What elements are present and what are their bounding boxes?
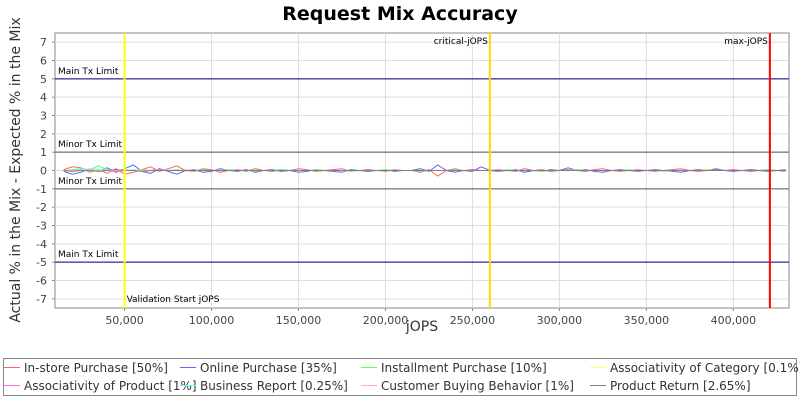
x-tick-label-4: 250,000 xyxy=(450,314,496,327)
x-tick-label-5: 300,000 xyxy=(537,314,583,327)
marker-label-2: max-jOPS xyxy=(724,37,768,47)
y-tick-label-13: 6 xyxy=(40,55,47,68)
y-tick-label-2: -5 xyxy=(36,256,47,269)
y-axis-ticks: -7 -6 -5 -4 -3 -2 -1 0 1 2 3 4 5 6 7 xyxy=(36,36,55,306)
y-tick-label-1: -6 xyxy=(36,275,47,288)
limit-label-3: Main Tx Limit xyxy=(58,250,119,260)
legend-label: Customer Buying Behavior [1%] xyxy=(381,379,574,393)
legend-item: Installment Purchase [10%] xyxy=(361,361,547,375)
x-tick-label-3: 200,000 xyxy=(363,314,409,327)
x-tick-label-2: 150,000 xyxy=(276,314,322,327)
marker-label-0: Validation Start jOPS xyxy=(127,295,220,305)
limit-label-0: Main Tx Limit xyxy=(58,67,119,77)
legend-label: Online Purchase [35%] xyxy=(200,361,337,375)
x-tick-label-1: 100,000 xyxy=(189,314,235,327)
chart-figure: Request Mix Accuracy Main Tx Limit Minor … xyxy=(8,3,790,335)
legend-label: Installment Purchase [10%] xyxy=(381,361,547,375)
marker-label-1: critical-jOPS xyxy=(434,37,488,47)
legend-label: In-store Purchase [50%] xyxy=(24,361,168,375)
limit-label-2: Minor Tx Limit xyxy=(58,177,123,187)
y-tick-label-3: -4 xyxy=(36,238,47,251)
legend-item: Online Purchase [35%] xyxy=(180,361,337,375)
x-tick-label-0: 50,000 xyxy=(105,314,144,327)
y-tick-label-6: -1 xyxy=(36,183,47,196)
y-tick-label-7: 0 xyxy=(40,165,47,178)
legend-item: In-store Purchase [50%] xyxy=(4,361,168,375)
y-tick-label-9: 2 xyxy=(40,128,47,141)
series-lines xyxy=(63,164,786,177)
y-tick-label-12: 5 xyxy=(40,73,47,86)
y-axis-label: Actual % in the Mix - Expected % in the … xyxy=(8,17,24,322)
limit-label-1: Minor Tx Limit xyxy=(58,140,123,150)
legend-swatch xyxy=(590,367,606,368)
legend-swatch xyxy=(590,385,606,386)
legend-swatch xyxy=(180,385,196,386)
y-tick-label-8: 1 xyxy=(40,146,47,159)
legend-label: Product Return [2.65%] xyxy=(610,379,751,393)
legend-label: Associativity of Category [0.1%] xyxy=(610,361,800,375)
legend-swatch xyxy=(4,385,20,386)
legend-label: Associativity of Product [1%] xyxy=(24,379,197,393)
chart-title: Request Mix Accuracy xyxy=(282,3,518,25)
legend-swatch xyxy=(180,367,196,368)
y-tick-label-5: -2 xyxy=(36,201,47,214)
legend-item: Customer Buying Behavior [1%] xyxy=(361,379,574,393)
x-axis-ticks: 50,000 100,000 150,000 200,000 250,000 300,00… xyxy=(105,308,756,327)
legend-swatch xyxy=(4,367,20,368)
x-tick-label-7: 400,000 xyxy=(711,314,757,327)
marker-lines: Validation Start jOPS critical-jOPS max-jO… xyxy=(123,33,771,308)
limit-lines: Main Tx Limit Minor Tx Limit Minor Tx Limi… xyxy=(55,67,789,263)
chart-legend: In-store Purchase [50%] Online Purchase [… xyxy=(3,358,800,396)
legend-item: Associativity of Category [0.1%] xyxy=(590,361,800,375)
y-tick-label-0: -7 xyxy=(36,293,47,306)
legend-item: Product Return [2.65%] xyxy=(590,379,751,393)
legend-swatch xyxy=(361,385,377,386)
legend-item: Business Report [0.25%] xyxy=(180,379,348,393)
y-tick-label-10: 3 xyxy=(40,110,47,123)
series-line-7 xyxy=(63,169,786,172)
y-tick-label-14: 7 xyxy=(40,36,47,49)
y-tick-label-11: 4 xyxy=(40,91,47,104)
y-tick-label-4: -3 xyxy=(36,220,47,233)
legend-item: Associativity of Product [1%] xyxy=(4,379,197,393)
x-axis-label: jOPS xyxy=(405,319,438,335)
legend-swatch xyxy=(361,367,377,368)
legend-label: Business Report [0.25%] xyxy=(200,379,348,393)
x-tick-label-6: 350,000 xyxy=(624,314,670,327)
